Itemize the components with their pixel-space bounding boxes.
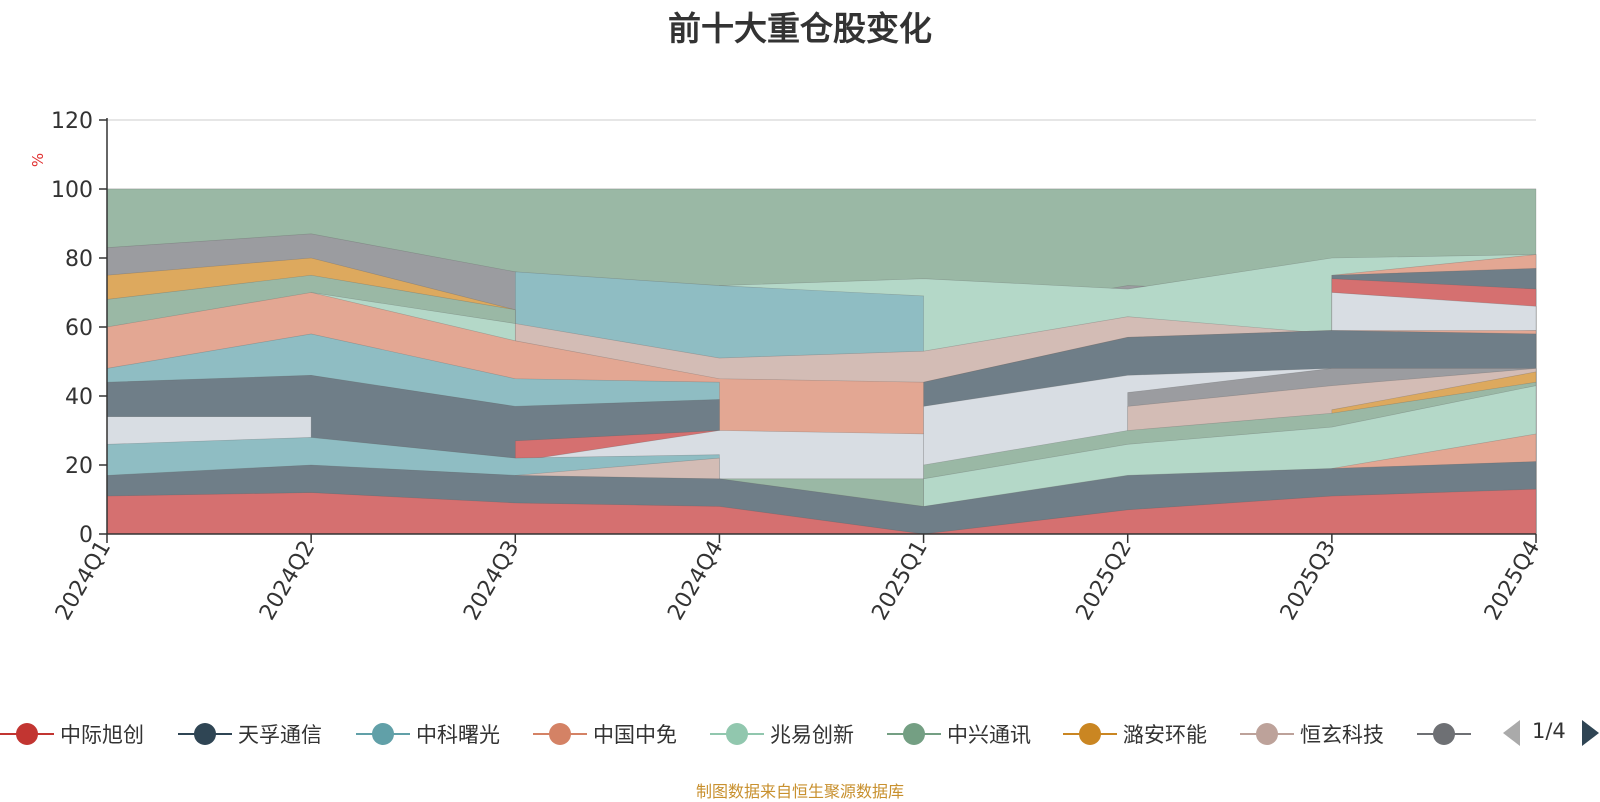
x-tick-label: 2025Q2: [1072, 537, 1137, 625]
legend: 中际旭创 天孚通信 中科曙光 中国中免 兆易创新 中兴通讯 潞安环能: [0, 714, 1500, 754]
legend-marker-icon: [178, 723, 232, 745]
x-tick-label: 2024Q1: [51, 537, 116, 625]
area-chart: 0 20 40 60 80 100 120 2024Q1 2024Q2 2024Q3 2024Q4 2…: [29, 109, 1545, 625]
y-tick-label: 20: [65, 454, 93, 479]
legend-page-indicator: 1/4: [1532, 719, 1566, 743]
y-tick-label: 0: [79, 523, 93, 548]
y-axis-unit: %: [29, 153, 47, 167]
y-tick-label: 120: [51, 109, 93, 134]
legend-marker-icon: [533, 723, 587, 745]
y-tick-label: 100: [51, 178, 93, 203]
legend-label: 潞安环能: [1123, 723, 1207, 747]
x-tick-label: 2024Q3: [459, 537, 524, 625]
y-tick-label: 60: [65, 316, 93, 341]
legend-label: 兆易创新: [770, 723, 854, 747]
page-prev-icon[interactable]: [1500, 718, 1522, 748]
legend-label: 中兴通讯: [947, 723, 1031, 747]
x-tick-label: 2024Q2: [255, 537, 320, 625]
chart-title: 前十大重仓股变化: [668, 9, 932, 48]
x-tick-label: 2025Q3: [1276, 537, 1341, 625]
page-next-icon[interactable]: [1580, 718, 1600, 748]
legend-marker-icon: [710, 723, 764, 745]
legend-marker-icon: [1240, 723, 1294, 745]
legend-label: 恒玄科技: [1300, 723, 1384, 747]
legend-marker-icon: [1063, 723, 1117, 745]
y-tick-label: 80: [65, 247, 93, 272]
legend-marker-icon: [356, 723, 410, 745]
source-note: 制图数据来自恒生聚源数据库: [695, 782, 904, 801]
legend-label: 中科曙光: [416, 723, 500, 747]
legend-label: 天孚通信: [238, 723, 322, 747]
x-tick-label: 2025Q4: [1480, 537, 1545, 625]
x-tick-label: 2025Q1: [867, 537, 932, 625]
legend-label: 中国中免: [593, 723, 677, 747]
legend-marker-icon: [1417, 723, 1471, 745]
legend-marker-icon: [887, 723, 941, 745]
legend-marker-icon: [0, 723, 54, 745]
stacked-areas: [106, 188, 1537, 535]
legend-pager: 1/4: [1500, 716, 1600, 752]
legend-label: 中际旭创: [60, 723, 144, 747]
y-tick-label: 40: [65, 385, 93, 410]
x-tick-label: 2024Q4: [663, 537, 728, 625]
